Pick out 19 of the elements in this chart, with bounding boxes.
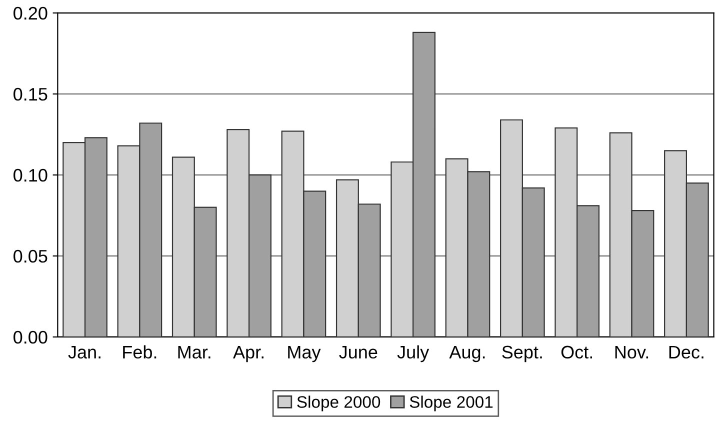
y-tick-label: 0.20	[14, 6, 48, 20]
x-tick-label: Nov.	[615, 346, 648, 359]
x-tick-label: Dec.	[669, 346, 704, 359]
y-tick-label: 0.10	[14, 168, 48, 182]
x-tick-label: Apr.	[233, 346, 264, 362]
legend-label: Slope 2000	[297, 396, 380, 412]
x-tick-label: Jan.	[68, 346, 100, 359]
y-tick-label: 0.00	[14, 330, 48, 344]
x-tick-label: Mar.	[178, 346, 210, 359]
x-tick-label: Sept.	[502, 346, 542, 362]
x-tick-label: Aug.	[449, 346, 485, 362]
x-tick-label: May	[288, 346, 321, 362]
x-tick-label: July	[397, 345, 430, 362]
x-tick-label: June	[339, 346, 378, 359]
legend-label: Slope 2001	[410, 396, 493, 412]
x-tick-label: Feb.	[123, 345, 156, 359]
y-tick-label: 0.05	[14, 250, 48, 263]
x-tick-label: Oct.	[561, 346, 592, 359]
y-tick-label: 0.15	[14, 88, 48, 101]
